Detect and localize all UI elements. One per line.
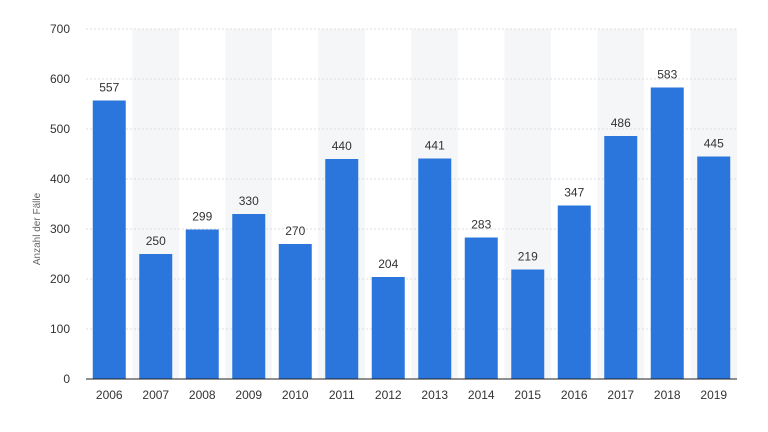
bar [650,87,684,379]
data-label: 283 [471,218,491,232]
y-tick-label: 0 [63,372,70,386]
data-labels: 557 250 299 330 270 440 204 441 283 219 347 486 583 4… [99,68,724,272]
x-tick-label: 2007 [142,388,169,402]
data-label: 270 [285,224,305,238]
y-axis-ticks: 0 100 200 300 400 500 600 700 [50,22,70,386]
bar [371,277,405,379]
y-axis-title: Anzahl der Fälle [32,192,43,265]
x-tick-label: 2013 [421,388,448,402]
x-tick-label: 2018 [654,388,681,402]
y-tick-label: 200 [50,272,70,286]
bars [92,87,731,379]
x-tick-label: 2016 [561,388,588,402]
y-tick-label: 600 [50,72,70,86]
x-axis-ticks: 2006 2007 2008 2009 2010 2011 2012 2013 2014 2015… [96,388,728,402]
y-tick-label: 500 [50,122,70,136]
data-label: 299 [192,210,212,224]
bar [185,229,219,379]
x-tick-label: 2010 [282,388,309,402]
bar [418,158,452,379]
bar [697,156,731,379]
x-tick-label: 2015 [514,388,541,402]
bar [511,269,545,379]
x-tick-label: 2006 [96,388,123,402]
data-label: 583 [657,68,677,82]
data-label: 219 [518,250,538,264]
data-label: 441 [425,139,445,153]
y-tick-label: 400 [50,172,70,186]
x-tick-label: 2008 [189,388,216,402]
x-tick-label: 2009 [235,388,262,402]
bar [464,237,498,379]
x-tick-label: 2014 [468,388,495,402]
data-label: 330 [239,194,259,208]
data-label: 445 [704,137,724,151]
bar [139,254,173,379]
y-tick-label: 700 [50,22,70,36]
x-tick-label: 2019 [700,388,727,402]
x-tick-label: 2017 [607,388,634,402]
bar [557,205,591,379]
y-tick-label: 300 [50,222,70,236]
bar [604,136,638,379]
y-tick-label: 100 [50,322,70,336]
data-label: 204 [378,257,398,271]
x-tick-label: 2012 [375,388,402,402]
data-label: 347 [564,186,584,200]
data-label: 486 [611,116,631,130]
bar [92,100,126,379]
bar [232,214,266,379]
bar [325,159,359,379]
x-tick-label: 2011 [329,388,355,402]
data-label: 557 [99,81,119,95]
bar [278,244,312,379]
data-label: 440 [332,139,352,153]
data-label: 250 [146,234,166,248]
